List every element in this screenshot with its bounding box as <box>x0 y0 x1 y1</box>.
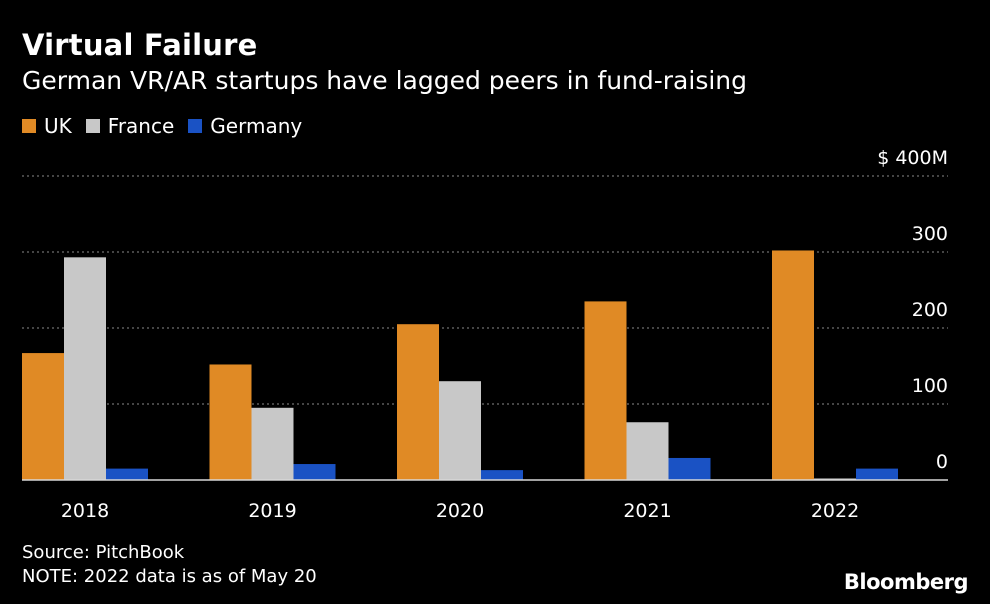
bar-france-2021 <box>626 422 669 480</box>
bar-uk-2022 <box>772 250 814 480</box>
chart-legend: UK France Germany <box>22 114 316 138</box>
bar-uk-2019 <box>209 364 252 480</box>
chart-subtitle: German VR/AR startups have lagged peers … <box>22 66 747 95</box>
bar-france-2020 <box>439 381 481 480</box>
y-tick-label-200: 200 <box>912 299 948 321</box>
x-tick-label-2021: 2021 <box>623 500 671 522</box>
bar-france-2018 <box>64 257 106 480</box>
bar-germany-2020 <box>481 470 523 480</box>
bar-germany-2021 <box>668 457 711 480</box>
bar-uk-2020 <box>397 324 439 480</box>
legend-label-uk: UK <box>44 114 72 138</box>
legend-swatch-uk <box>22 119 36 133</box>
legend-swatch-france <box>85 119 100 133</box>
x-tick-label-2018: 2018 <box>61 500 109 522</box>
bar-germany-2022 <box>856 468 898 480</box>
x-tick-label-2022: 2022 <box>811 500 859 522</box>
bar-germany-2018 <box>106 468 148 480</box>
x-tick-label-2019: 2019 <box>248 500 296 522</box>
legend-item-france: France <box>85 114 175 138</box>
y-tick-label-100: 100 <box>912 375 948 397</box>
bar-france-2019 <box>251 407 294 480</box>
data-note: NOTE: 2022 data is as of May 20 <box>22 566 317 587</box>
legend-item-germany: Germany <box>188 114 302 138</box>
y-tick-label-300: 300 <box>912 223 948 245</box>
chart-title: Virtual Failure <box>22 28 258 62</box>
y-tick-label-0: 0 <box>936 451 948 473</box>
bar-uk-2018 <box>22 353 64 480</box>
bar-germany-2019 <box>293 464 336 480</box>
bar-uk-2021 <box>584 301 627 480</box>
bar-france-2022 <box>814 478 856 480</box>
legend-item-uk: UK <box>22 114 72 138</box>
brand-logo: Bloomberg <box>843 570 969 594</box>
legend-label-france: France <box>107 114 175 138</box>
legend-swatch-germany <box>188 119 203 133</box>
x-tick-label-2020: 2020 <box>436 500 484 522</box>
chart-footer: Source: PitchBook NOTE: 2022 data is as … <box>22 541 317 589</box>
y-tick-label-400: $ 400M <box>877 147 948 169</box>
legend-label-germany: Germany <box>210 114 303 138</box>
source-note: Source: PitchBook <box>22 542 185 563</box>
